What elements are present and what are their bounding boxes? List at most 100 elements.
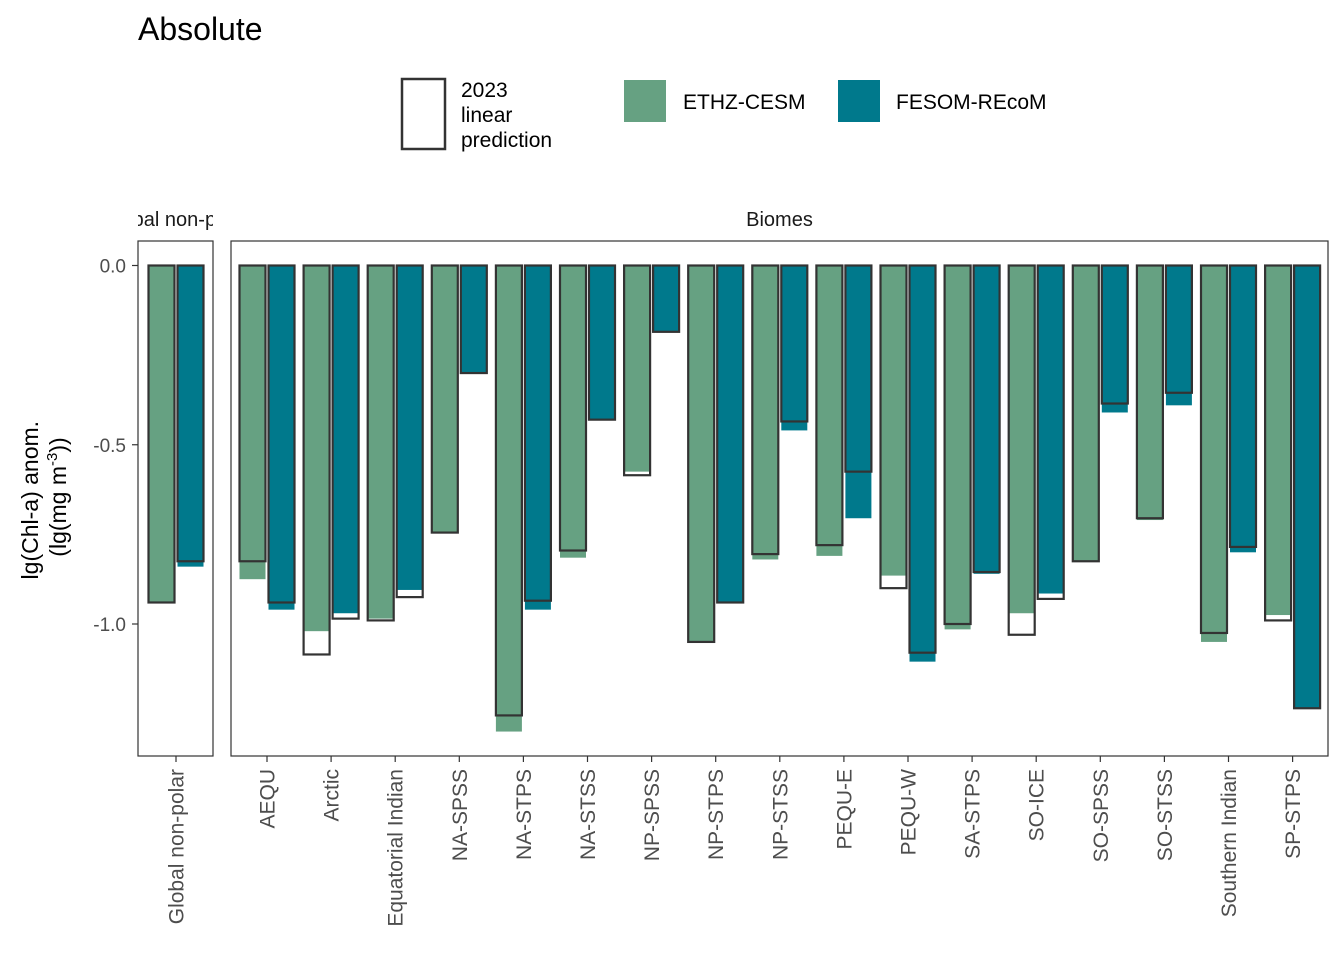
y-axis-label-line2: (lg(mg m-3)) [44, 437, 71, 556]
prediction-outline-ethz-cesm-so-spss [1071, 264, 1100, 563]
x-tick-label-na-spss: NA-SPSS [449, 769, 472, 861]
prediction-outline-fesom-recom-equatorial-indian [395, 264, 424, 599]
prediction-outline-fesom-recom-so-ice [1036, 264, 1065, 601]
prediction-outline-ethz-cesm-np-stps [687, 264, 716, 644]
prediction-outline-fesom-recom-na-spss [459, 264, 488, 375]
x-tick-label-so-ice: SO-ICE [1026, 769, 1049, 841]
bar-ethz-cesm-so-stss [1136, 265, 1163, 521]
bar-fesom-recom-global-non-polar [177, 265, 204, 567]
y-axis-label-prefix: (lg(mg m [45, 466, 71, 557]
y-tick-label: -0.5 [93, 436, 126, 457]
prediction-outline-fesom-recom-np-spss [651, 264, 681, 333]
bar-ethz-cesm-pequ-e [816, 265, 843, 556]
bar-ethz-cesm-na-spss [431, 265, 458, 533]
x-tick-label-sp-stps: SP-STPS [1282, 769, 1305, 859]
bar-ethz-cesm-na-stps [495, 265, 522, 732]
prediction-outline-fesom-recom-pequ-e [844, 264, 873, 473]
x-tick-label-sa-stps: SA-STPS [962, 769, 985, 859]
x-tick-label-arctic: Arctic [321, 769, 344, 822]
chart-title: Absolute [138, 11, 263, 47]
x-tick-label-so-stss: SO-STSS [1154, 769, 1177, 861]
bar-fesom-recom-so-stss [1165, 265, 1192, 406]
bar-fesom-recom-sa-stps [973, 265, 1000, 574]
bar-fesom-recom-np-stps [717, 265, 744, 603]
legend-label-prediction-line3: prediction [461, 129, 552, 152]
prediction-outline-fesom-recom-np-stss [780, 264, 809, 423]
bar-fesom-recom-na-stss [589, 265, 615, 420]
legend-key-prediction [400, 77, 447, 151]
panels: Global non-polar Global non-polar Biomes AE… [102, 209, 1329, 927]
bar-ethz-cesm-na-stss [560, 265, 586, 558]
prediction-outline-fesom-recom-na-stps [523, 264, 553, 602]
bar-ethz-cesm-sa-stps [944, 265, 971, 630]
x-tick-label-na-stss: NA-STSS [577, 769, 600, 860]
bar-ethz-cesm-np-spss [624, 265, 651, 472]
bar-fesom-recom-np-spss [653, 265, 680, 332]
prediction-outline-fesom-recom-so-stss [1164, 264, 1194, 394]
bar-ethz-cesm-arctic [303, 265, 330, 632]
x-tick-label-southern-indian: Southern Indian [1218, 769, 1241, 917]
y-axis: 0.0 -0.5 -1.0 [93, 257, 138, 636]
legend-key-fesom-recom [838, 80, 880, 122]
y-tick-label: -1.0 [93, 615, 126, 636]
legend-key-ethz-cesm [624, 80, 666, 122]
prediction-outline-fesom-recom-sa-stps [972, 264, 1001, 574]
bar-ethz-cesm-so-ice [1008, 265, 1035, 614]
prediction-outline-fesom-recom-arctic [331, 264, 360, 620]
prediction-outline-fesom-recom-so-spss [1100, 264, 1129, 405]
prediction-outline-ethz-cesm-so-stss [1135, 264, 1165, 520]
x-tick-label-pequ-e: PEQU-E [833, 769, 856, 850]
prediction-outline-fesom-recom-pequ-w [908, 264, 937, 654]
prediction-outline-ethz-cesm-np-stss [751, 264, 780, 556]
prediction-outline-ethz-cesm-np-spss [622, 264, 652, 477]
bar-fesom-recom-so-ice [1037, 265, 1064, 594]
bar-fesom-recom-equatorial-indian [396, 265, 423, 590]
prediction-outline-ethz-cesm-na-spss [430, 264, 459, 534]
prediction-outline-fesom-recom-sp-stps [1292, 264, 1322, 710]
prediction-outline-fesom-recom-southern-indian [1228, 264, 1258, 549]
bar-fesom-recom-na-spss [460, 265, 487, 374]
x-tick-label-pequ-w: PEQU-W [898, 769, 921, 856]
bar-ethz-cesm-so-spss [1072, 265, 1099, 562]
prediction-outline-ethz-cesm-arctic [302, 264, 331, 656]
strip-label-biomes: Biomes [746, 209, 813, 231]
prediction-outline-ethz-cesm-pequ-w [879, 264, 908, 590]
bar-fesom-recom-aequ [268, 265, 295, 610]
x-tick-label-na-stps: NA-STPS [513, 769, 536, 860]
bar-fesom-recom-so-spss [1101, 265, 1128, 413]
prediction-outline-fesom-recom-na-stss [587, 264, 617, 421]
bar-fesom-recom-np-stss [781, 265, 808, 431]
y-axis-label-line1: lg(Chl-a) anom. [17, 421, 43, 580]
bar-fesom-recom-pequ-w [909, 265, 936, 662]
prediction-outline-ethz-cesm-sa-stps [943, 264, 972, 626]
legend-label-fesom-recom: FESOM-REcoM [896, 91, 1047, 114]
bar-ethz-cesm-sp-stps [1265, 265, 1292, 616]
bar-fesom-recom-na-stps [524, 265, 551, 610]
prediction-outline-ethz-cesm-global-non-polar [147, 264, 176, 604]
prediction-outline-ethz-cesm-pequ-e [815, 264, 844, 547]
x-tick-label-np-spss: NP-SPSS [641, 769, 664, 861]
x-tick-label-aequ: AEQU [257, 769, 280, 829]
bar-fesom-recom-southern-indian [1230, 265, 1256, 553]
legend-label-prediction-line2: linear [461, 104, 512, 127]
bar-ethz-cesm-equatorial-indian [367, 265, 394, 619]
panel-biomes: Biomes AEQU Arctic Equatorial Indian NA-SPSS… [230, 209, 1329, 927]
bar-ethz-cesm-aequ [239, 265, 266, 580]
prediction-outline-ethz-cesm-aequ [238, 264, 267, 563]
y-axis-label: lg(Chl-a) anom. (lg(mg m-3)) [17, 415, 71, 580]
prediction-outline-ethz-cesm-na-stps [494, 264, 523, 717]
legend: 2023 linear prediction ETHZ-CESM FESOM-R… [400, 77, 1047, 152]
panel-global-non-polar: Global non-polar Global non-polar [102, 209, 250, 924]
bar-ethz-cesm-global-non-polar [148, 265, 175, 603]
bar-fesom-recom-sp-stps [1294, 265, 1321, 709]
x-tick-label-np-stps: NP-STPS [705, 769, 728, 860]
prediction-outline-fesom-recom-aequ [267, 264, 296, 604]
bar-ethz-cesm-np-stps [688, 265, 715, 642]
bar-ethz-cesm-np-stss [752, 265, 779, 560]
bar-fesom-recom-pequ-e [845, 265, 872, 519]
x-tick-label-np-stss: NP-STSS [769, 769, 792, 860]
strip-label-global-non-polar: Global non-polar [102, 209, 250, 231]
x-tick-label-equatorial-indian: Equatorial Indian [385, 769, 408, 927]
prediction-outline-ethz-cesm-sp-stps [1263, 264, 1293, 622]
